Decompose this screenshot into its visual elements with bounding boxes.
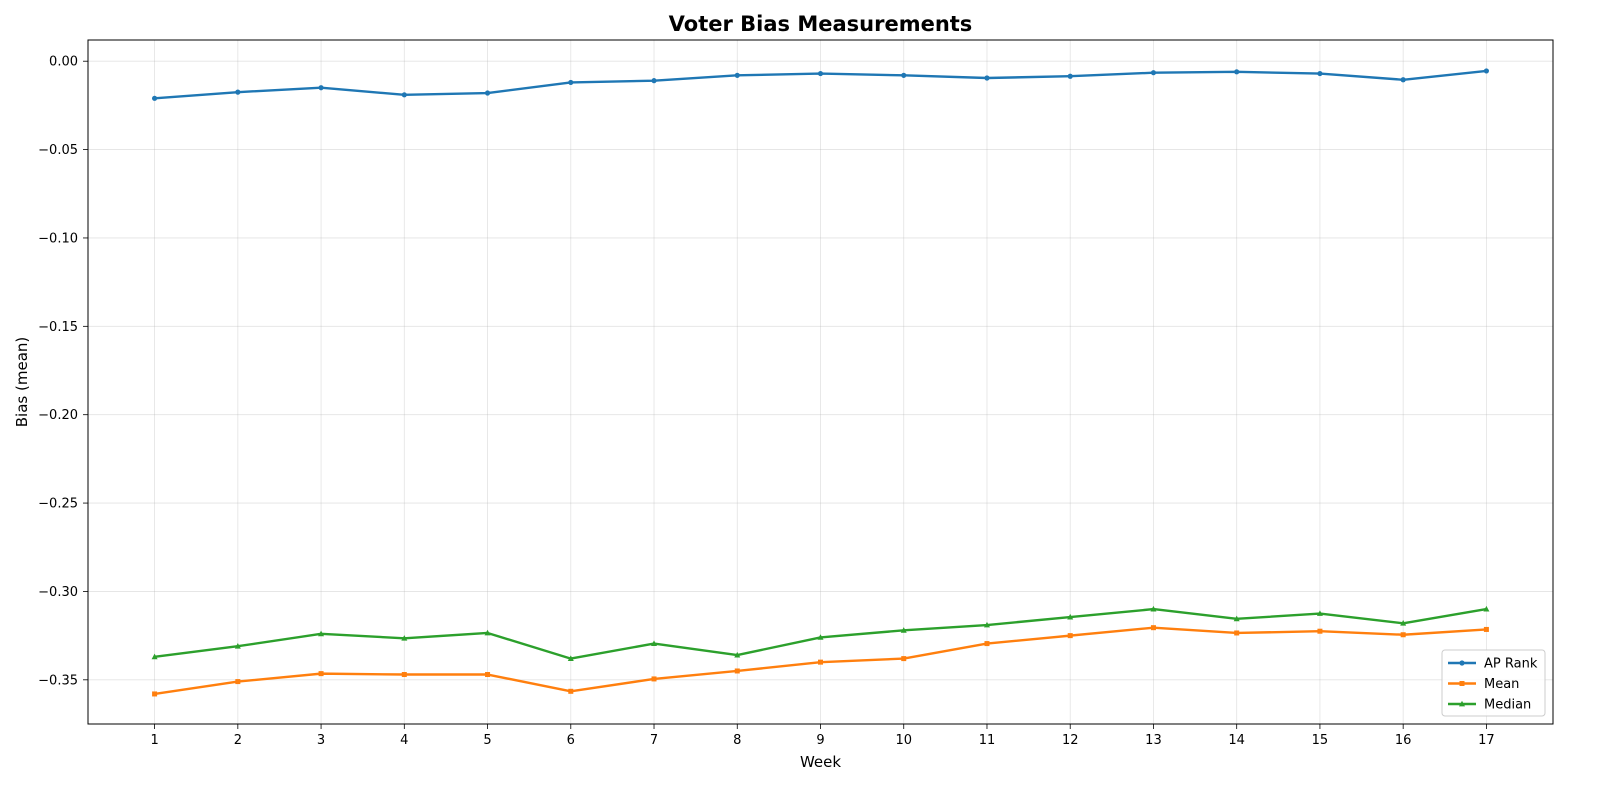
data-point-mean: [152, 691, 158, 697]
legend-label-mean: Mean: [1484, 677, 1519, 692]
x-tick-label: 3: [317, 733, 325, 748]
x-tick-label: 16: [1395, 733, 1412, 748]
legend-item-median: Median: [1448, 698, 1531, 713]
x-tick-label: 4: [400, 733, 408, 748]
data-point-median: [484, 629, 491, 636]
y-tick-label: −0.35: [38, 673, 78, 688]
grid: [88, 40, 1553, 724]
data-point-ap-rank: [1400, 77, 1406, 83]
legend-label-median: Median: [1484, 698, 1531, 713]
data-point-median: [1400, 620, 1407, 626]
data-point-ap-rank: [235, 89, 241, 95]
legend: AP Rank Mean Median: [1441, 649, 1546, 717]
plot-area-frame: [87, 39, 1554, 725]
y-axis-label: Bias (mean): [13, 337, 31, 427]
x-tick-label: 13: [1145, 733, 1162, 748]
x-tick-label: 6: [567, 733, 575, 748]
x-tick-label: 14: [1228, 733, 1245, 748]
data-point-ap-rank: [1150, 70, 1157, 76]
legend-item-ap-rank: AP Rank: [1448, 657, 1538, 672]
data-point-median: [1233, 615, 1240, 622]
legend-marker-median: [1459, 700, 1465, 707]
x-tick-label: 5: [483, 733, 491, 748]
data-point-mean: [1234, 630, 1240, 636]
data-point-mean: [1067, 633, 1073, 639]
data-point-median: [1483, 605, 1490, 612]
data-point-median: [151, 653, 158, 660]
data-point-mean: [485, 672, 491, 678]
series-group: [151, 68, 1490, 697]
data-point-ap-rank: [651, 78, 657, 84]
legend-item-mean: Mean: [1448, 677, 1519, 692]
y-tick-label: −0.15: [38, 320, 78, 335]
y-tick-label: −0.05: [38, 143, 78, 158]
data-point-ap-rank: [1234, 69, 1240, 75]
y-tick-label: −0.25: [38, 497, 78, 512]
data-point-ap-rank: [1317, 70, 1323, 77]
legend-marker-mean: [1459, 681, 1465, 686]
data-point-median: [1150, 605, 1157, 612]
data-point-median: [900, 627, 907, 633]
data-point-median: [318, 630, 325, 637]
data-point-mean: [734, 668, 740, 674]
data-point-mean: [568, 688, 574, 694]
data-point-median: [567, 655, 574, 662]
data-point-median: [817, 634, 824, 640]
data-point-median: [651, 640, 658, 646]
x-tick-label: 2: [234, 733, 242, 748]
data-point-median: [401, 635, 408, 641]
data-point-ap-rank: [734, 72, 740, 78]
data-point-ap-rank: [401, 92, 407, 98]
data-point-mean: [1317, 628, 1323, 634]
x-axis-label: Week: [800, 753, 841, 771]
series-median: [151, 605, 1490, 662]
x-tick-label: 11: [979, 733, 996, 748]
x-tick-label: 17: [1478, 733, 1495, 748]
data-point-ap-rank: [568, 79, 574, 86]
axis-ticks: 1 2 3 4 5 6 7 8 9 10 11 12 13 14 15 16 170.00−0.05−0.10−…: [38, 55, 1495, 748]
chart-title: Voter Bias Measurements: [669, 12, 973, 36]
data-point-mean: [1483, 626, 1489, 632]
data-point-ap-rank: [984, 75, 990, 81]
data-point-ap-rank: [318, 85, 324, 91]
x-tick-label: 1: [150, 733, 158, 748]
data-point-ap-rank: [901, 72, 907, 78]
x-tick-label: 8: [733, 733, 741, 748]
series-ap-rank: [151, 68, 1490, 101]
x-tick-label: 15: [1312, 733, 1329, 748]
y-tick-label: −0.20: [38, 408, 78, 423]
data-point-median: [1067, 613, 1074, 620]
data-point-mean: [984, 641, 990, 647]
data-point-mean: [318, 671, 324, 677]
series-mean: [152, 625, 1489, 697]
x-tick-label: 12: [1062, 733, 1079, 748]
data-point-ap-rank: [817, 70, 824, 77]
data-point-median: [234, 643, 241, 649]
x-tick-label: 9: [816, 733, 824, 748]
data-point-mean: [1150, 625, 1156, 631]
data-point-ap-rank: [1483, 68, 1490, 74]
x-tick-label: 7: [650, 733, 658, 748]
y-tick-label: −0.30: [38, 585, 78, 600]
data-point-median: [983, 621, 990, 628]
data-point-ap-rank: [151, 95, 158, 101]
data-point-median: [1316, 610, 1323, 616]
x-tick-label: 10: [895, 733, 912, 748]
data-point-ap-rank: [1067, 73, 1073, 79]
legend-marker-ap-rank: [1459, 660, 1465, 666]
data-point-mean: [651, 676, 657, 682]
y-tick-label: 0.00: [49, 55, 78, 70]
legend-box: [1441, 649, 1546, 717]
data-point-median: [734, 651, 741, 658]
legend-label-ap-rank: AP Rank: [1484, 657, 1538, 672]
data-point-mean: [401, 672, 407, 678]
data-point-mean: [818, 659, 823, 665]
y-tick-label: −0.10: [38, 231, 78, 246]
data-point-mean: [1400, 632, 1406, 638]
data-point-mean: [235, 679, 241, 685]
data-point-ap-rank: [484, 90, 491, 96]
data-point-mean: [901, 656, 907, 662]
